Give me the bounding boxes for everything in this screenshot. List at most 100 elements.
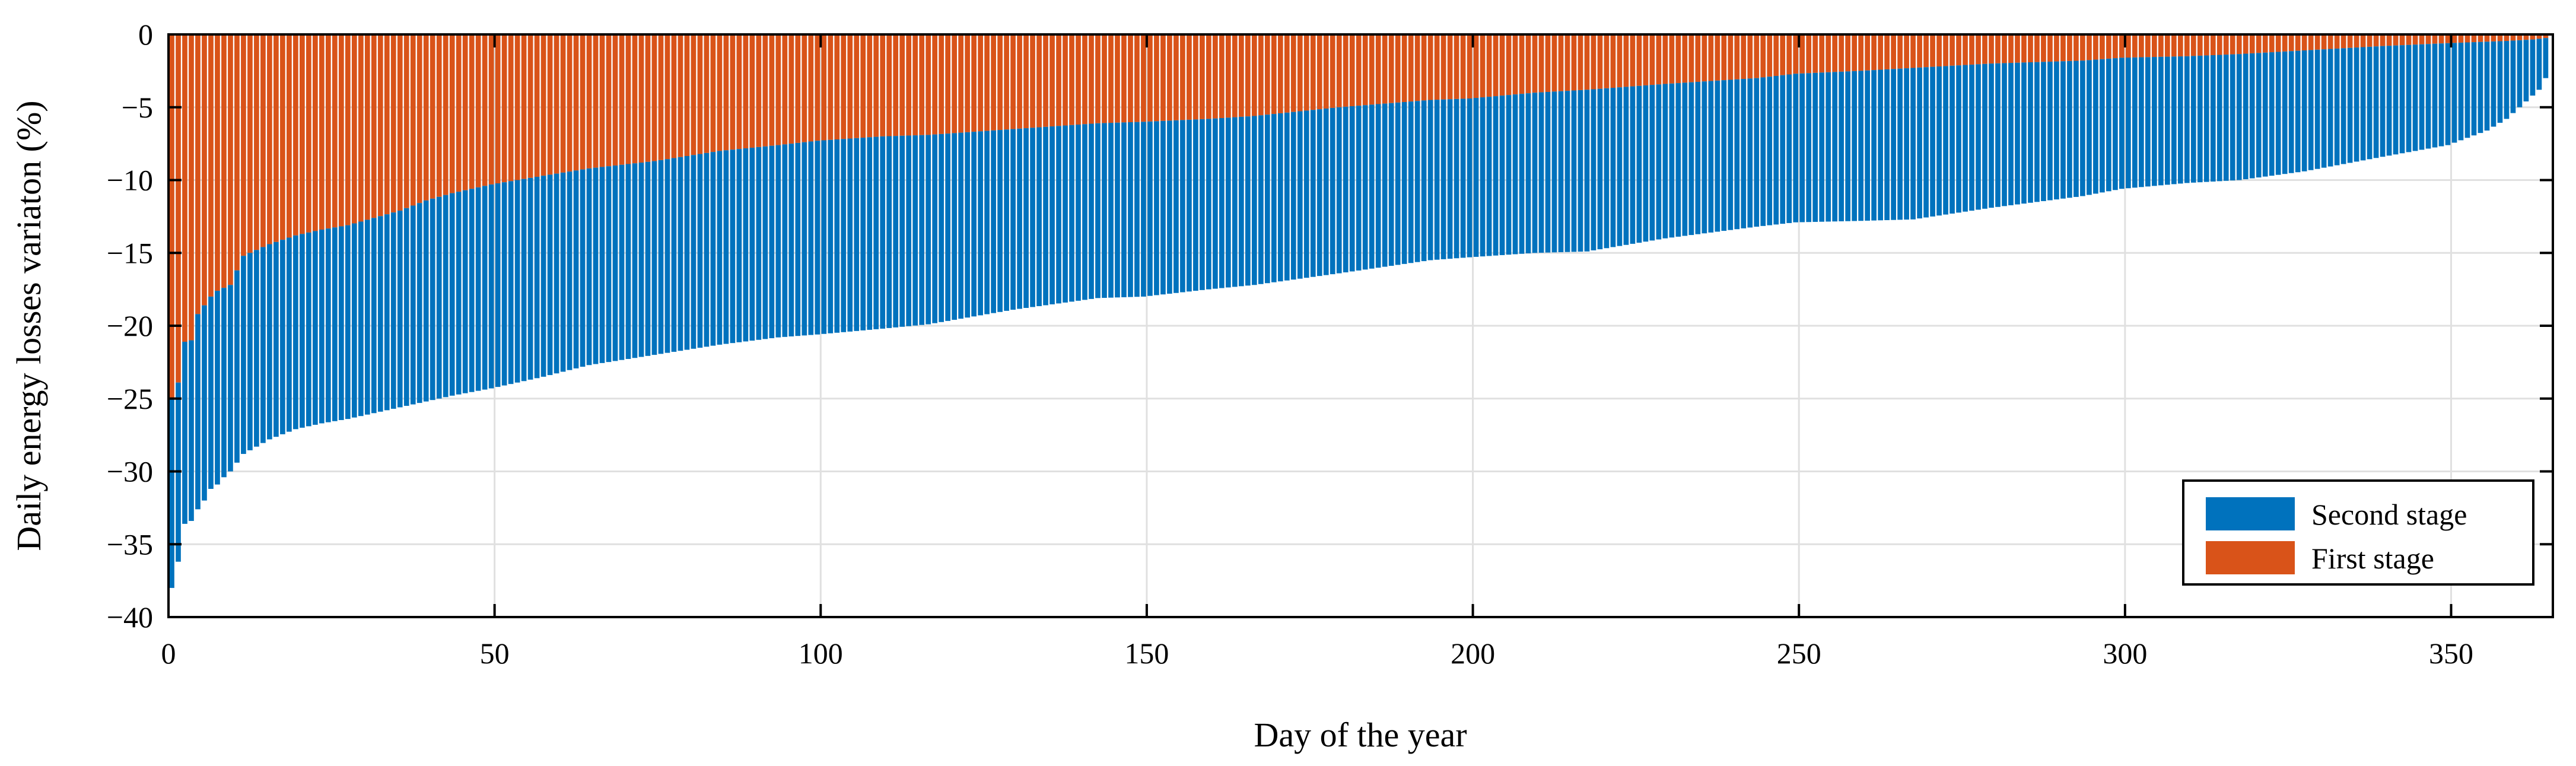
bar-second-stage <box>377 216 383 412</box>
bar-second-stage <box>1362 105 1368 270</box>
y-tick-label: −10 <box>107 164 153 197</box>
y-tick-label: −25 <box>107 382 153 415</box>
bar-second-stage <box>2419 44 2425 150</box>
bar-second-stage <box>312 231 318 425</box>
bar-first-stage <box>416 34 422 204</box>
bar-second-stage <box>1950 65 1955 214</box>
bar-second-stage <box>2367 46 2373 160</box>
bar-second-stage <box>1388 103 1394 266</box>
bar-first-stage <box>762 34 768 147</box>
bar-first-stage <box>1362 34 1368 106</box>
bar-second-stage <box>651 161 657 355</box>
bar-first-stage <box>449 34 455 193</box>
bar-first-stage <box>208 34 214 297</box>
bar-first-stage <box>1290 34 1296 112</box>
bar-second-stage <box>1591 89 1597 250</box>
bar-second-stage <box>1316 109 1322 276</box>
bar-first-stage <box>1734 34 1740 80</box>
bar-second-stage <box>1010 129 1016 310</box>
bar-first-stage <box>1102 34 1107 123</box>
bar-second-stage <box>215 291 220 485</box>
bar-second-stage <box>841 139 847 332</box>
bar-first-stage <box>1200 34 1205 119</box>
bar-first-stage <box>1793 34 1799 74</box>
bar-first-stage <box>1089 34 1094 124</box>
bar-second-stage <box>1630 86 1636 244</box>
bar-second-stage <box>638 163 644 357</box>
bar-second-stage <box>2190 56 2196 183</box>
bar-second-stage <box>1754 78 1760 227</box>
bar-first-stage <box>847 34 853 139</box>
bar-first-stage <box>1786 34 1792 75</box>
bar-second-stage <box>221 288 227 478</box>
bar-first-stage <box>1095 34 1101 123</box>
bar-first-stage <box>1401 34 1407 102</box>
bar-second-stage <box>710 152 716 346</box>
bar-second-stage <box>743 148 749 342</box>
bar-second-stage <box>821 140 827 334</box>
bar-second-stage <box>482 186 488 390</box>
bar-second-stage <box>2060 61 2066 199</box>
bar-first-stage <box>1767 34 1773 77</box>
bar-first-stage <box>828 34 834 140</box>
bar-first-stage <box>1115 34 1120 123</box>
bar-second-stage <box>606 166 612 363</box>
bar-first-stage <box>1264 34 1270 115</box>
bar-first-stage <box>2223 34 2229 55</box>
bar-second-stage <box>1891 69 1896 220</box>
bar-second-stage <box>1115 122 1120 298</box>
bar-first-stage <box>802 34 807 142</box>
bar-first-stage <box>1891 34 1896 69</box>
bar-second-stage <box>319 229 325 424</box>
bar-first-stage <box>1336 34 1342 107</box>
bar-second-stage <box>2249 53 2255 179</box>
bar-first-stage <box>1956 34 1961 66</box>
bar-first-stage <box>254 34 259 250</box>
bar-first-stage <box>2177 34 2183 57</box>
bar-first-stage <box>514 34 520 180</box>
bar-first-stage <box>1017 34 1022 129</box>
bar-first-stage <box>1421 34 1427 101</box>
bar-second-stage <box>182 342 187 524</box>
bar-first-stage <box>273 34 279 242</box>
bar-first-stage <box>1251 34 1257 116</box>
bar-first-stage <box>377 34 383 217</box>
bar-first-stage <box>860 34 866 138</box>
bar-second-stage <box>1147 121 1153 296</box>
bar-second-stage <box>1715 80 1720 232</box>
bar-second-stage <box>1264 115 1270 284</box>
bar-first-stage <box>1258 34 1264 116</box>
bar-first-stage <box>1963 34 1968 65</box>
bar-first-stage <box>2113 34 2118 59</box>
bar-first-stage <box>1167 34 1172 121</box>
bar-second-stage <box>632 163 638 358</box>
bar-second-stage <box>1408 101 1414 263</box>
bar-second-stage <box>2002 63 2007 206</box>
bar-first-stage <box>1193 34 1198 120</box>
bar-second-stage <box>1734 79 1740 230</box>
bars-second-stage <box>169 38 2549 588</box>
bar-first-stage <box>247 34 253 253</box>
bar-second-stage <box>2340 48 2346 164</box>
bar-second-stage <box>287 237 292 432</box>
bar-first-stage <box>547 34 553 175</box>
bar-first-stage <box>606 34 612 167</box>
bar-second-stage <box>540 176 546 377</box>
bar-second-stage <box>1382 103 1388 267</box>
bar-second-stage <box>1056 126 1061 304</box>
bar-second-stage <box>1128 122 1133 297</box>
bar-first-stage <box>971 34 977 132</box>
bar-first-stage <box>593 34 599 168</box>
bar-first-stage <box>2393 34 2399 46</box>
bar-second-stage <box>1023 128 1029 308</box>
bar-first-stage <box>1715 34 1720 81</box>
x-tick-label: 150 <box>1124 637 1169 670</box>
bar-first-stage <box>1460 34 1466 99</box>
bar-second-stage <box>254 250 259 447</box>
bar-second-stage <box>1089 123 1094 299</box>
bar-first-stage <box>1545 34 1551 92</box>
bar-first-stage <box>2517 34 2523 40</box>
bar-first-stage <box>2028 34 2033 62</box>
bar-first-stage <box>2360 34 2366 47</box>
